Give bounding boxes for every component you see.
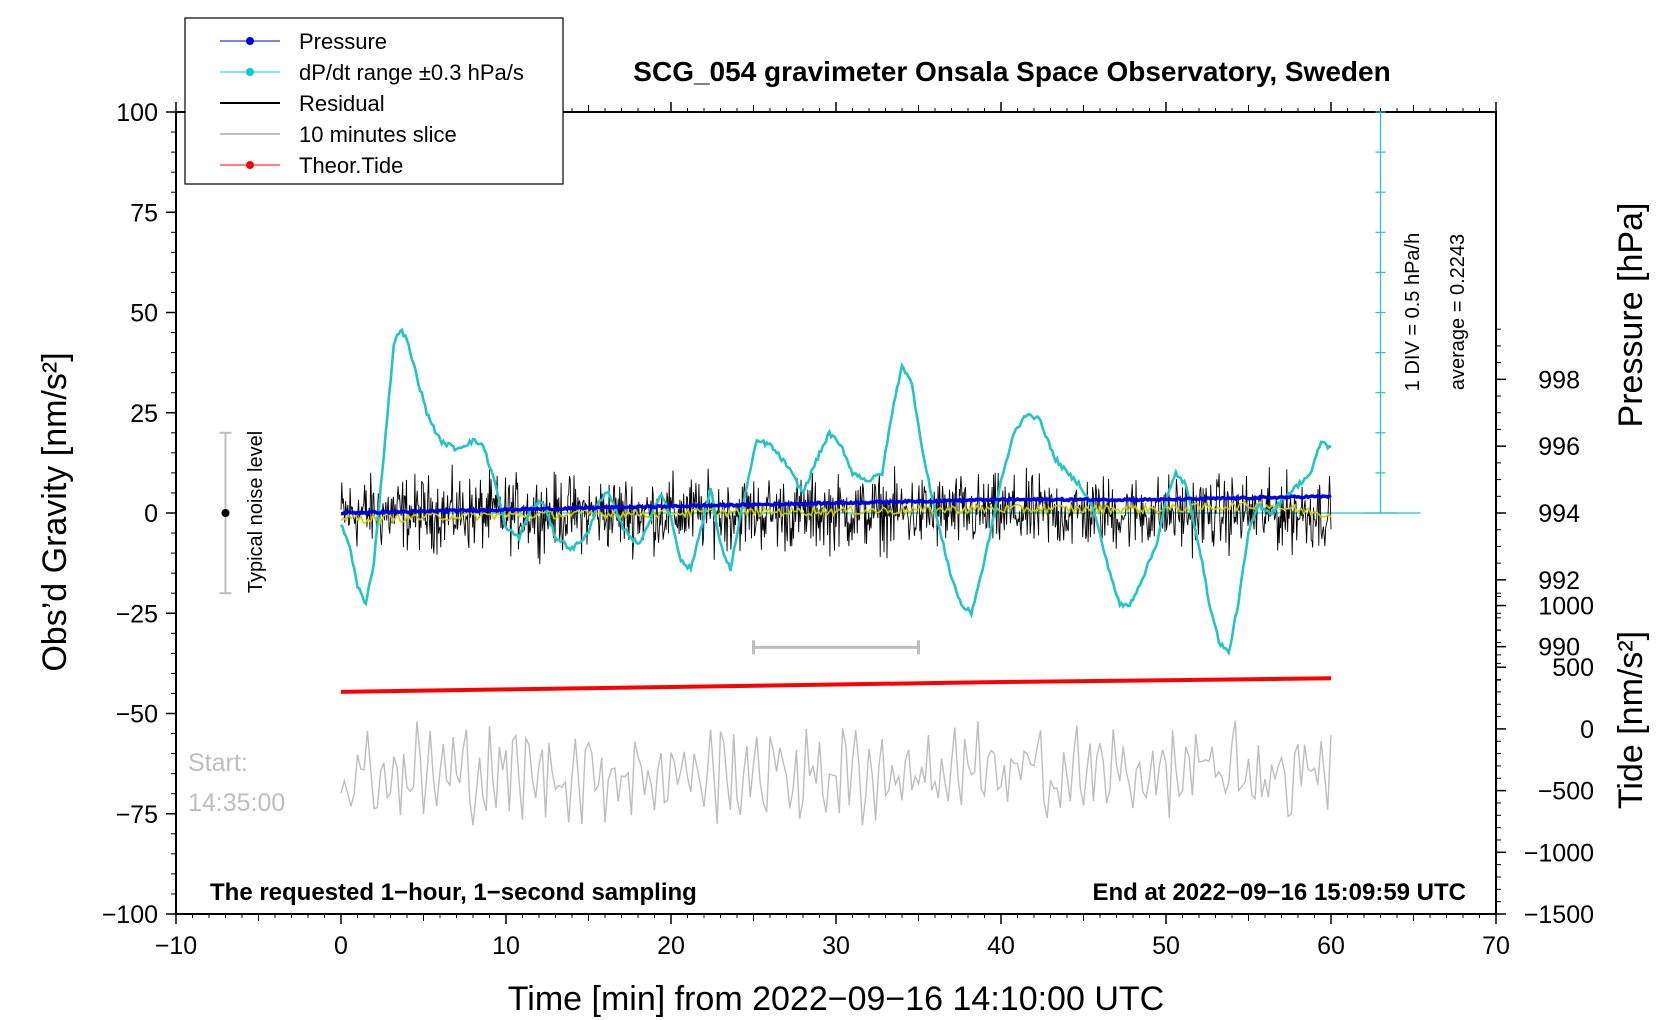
pressure-tick-label: 990 xyxy=(1538,634,1580,662)
start-time: 14:35:00 xyxy=(188,789,285,817)
x-tick-label: 50 xyxy=(1152,932,1180,960)
residual-smoothed-line xyxy=(340,500,1332,525)
x-tick-label: 30 xyxy=(822,932,850,960)
tide-tick-label: 0 xyxy=(1580,716,1594,744)
pressure-tick-label: 992 xyxy=(1538,567,1580,595)
x-tick-label: 70 xyxy=(1482,932,1510,960)
legend-item-slice: 10 minutes slice xyxy=(220,122,457,147)
y-tick-label: −75 xyxy=(116,801,158,829)
dpdt-div-label: 1 DIV = 0.5 hPa/h xyxy=(1402,233,1424,391)
y-axis-title-left: Obs’d Gravity [nm/s²] xyxy=(36,352,74,671)
legend-label-residual: Residual xyxy=(299,91,385,116)
legend-label-tide: Theor.Tide xyxy=(299,153,403,178)
right-axis-ticks: 990 992 994 996 998 −1500 −1000 −500 0 500 1000 xyxy=(1496,328,1594,929)
y-tick-label: 50 xyxy=(130,300,158,328)
note-sampling: The requested 1−hour, 1−second sampling xyxy=(210,879,697,906)
legend-item-dpdt: dP/dt range ±0.3 hPa/s xyxy=(220,60,524,85)
x-tick-label: 0 xyxy=(334,932,348,960)
tide-tick-label: 500 xyxy=(1552,654,1594,682)
y-tick-label: 100 xyxy=(116,99,158,127)
legend-item-pressure: Pressure xyxy=(220,29,387,54)
y-tick-label: −100 xyxy=(102,901,158,929)
noise-level-label: Typical noise level xyxy=(245,431,267,593)
x-tick-label: 60 xyxy=(1317,932,1345,960)
y-tick-label: −25 xyxy=(116,600,158,628)
tide-tick-label: −1500 xyxy=(1524,901,1594,929)
legend: Pressure dP/dt range ±0.3 hPa/s Residual… xyxy=(184,17,564,185)
legend-item-tide: Theor.Tide xyxy=(220,153,403,178)
tide-tick-label: 1000 xyxy=(1538,593,1594,621)
plot-area xyxy=(219,111,1421,826)
x-tick-label: −10 xyxy=(155,932,197,960)
y-tick-label: 0 xyxy=(144,500,158,528)
chart-title: SCG_054 gravimeter Onsala Space Observat… xyxy=(633,56,1390,87)
start-label: Start: xyxy=(188,749,248,777)
pressure-line xyxy=(340,493,1332,516)
y-tick-label: −50 xyxy=(116,701,158,729)
legend-label-pressure: Pressure xyxy=(299,29,387,54)
tide-tick-label: −1000 xyxy=(1524,839,1594,867)
x-axis-title: Time [min] from 2022−09−16 14:10:00 UTC xyxy=(508,980,1164,1018)
ten-minute-slice-line xyxy=(340,720,1332,826)
noise-level-dot xyxy=(221,509,230,517)
dpdt-average-label: average = 0.2243 xyxy=(1447,234,1469,390)
pressure-tick-label: 998 xyxy=(1538,366,1580,394)
x-tick-label: 20 xyxy=(657,932,685,960)
axis-ticks: −10 0 10 20 30 40 50 60 70−100−75−50−25025507510… xyxy=(102,99,1510,960)
y-tick-label: 75 xyxy=(130,199,158,227)
tide-line xyxy=(340,676,1332,694)
x-tick-label: 10 xyxy=(492,932,520,960)
y-tick-label: 25 xyxy=(130,400,158,428)
pressure-tick-label: 994 xyxy=(1538,500,1580,528)
y-axis-title-pressure: Pressure [hPa] xyxy=(1612,203,1650,428)
note-end-time: End at 2022−09−16 15:09:59 UTC xyxy=(1092,879,1466,906)
tide-tick-label: −500 xyxy=(1538,778,1594,806)
legend-label-slice: 10 minutes slice xyxy=(299,122,457,147)
x-tick-label: 40 xyxy=(987,932,1015,960)
legend-item-residual: Residual xyxy=(220,91,385,116)
legend-box xyxy=(184,17,564,185)
pressure-tick-label: 996 xyxy=(1538,433,1580,461)
y-axis-title-tide: Tide [nm/s²] xyxy=(1612,631,1650,809)
legend-label-dpdt: dP/dt range ±0.3 hPa/s xyxy=(299,60,524,85)
